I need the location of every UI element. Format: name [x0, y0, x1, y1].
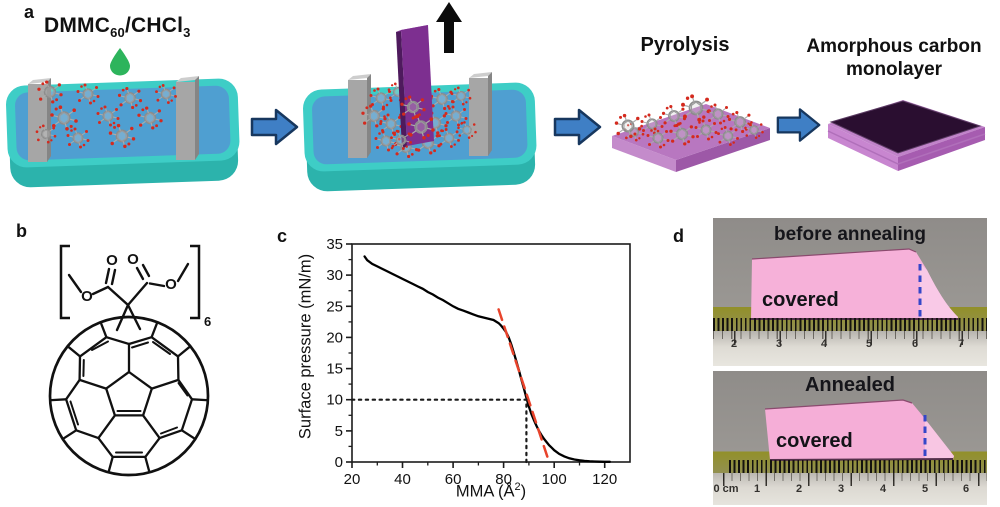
- substrate-with-molecules: [612, 93, 770, 172]
- svg-text:5: 5: [335, 423, 343, 440]
- ruler-number: 6: [962, 483, 970, 495]
- langmuir-trough-spread: [6, 76, 240, 188]
- film-photo-graphics: [764, 399, 954, 461]
- svg-text:15: 15: [326, 361, 343, 378]
- ruler-number: 1: [753, 483, 761, 495]
- isotherm-chart: 20 40 60 80 100 120 0 5 10 15 20 25 30 35: [326, 236, 631, 488]
- ruler-number: 2: [730, 338, 738, 350]
- amorphous-carbon-label: Amorphous carbon monolayer: [790, 36, 998, 82]
- ruler-number: 7: [957, 338, 965, 350]
- repeat-brackets: [59, 244, 201, 320]
- photo-bottom-title: Annealed: [804, 374, 896, 396]
- solution-label-sub1: 60: [110, 25, 125, 41]
- solution-label: DMMC60/CHCl3: [44, 14, 191, 40]
- barrier-right: [176, 76, 199, 160]
- photo-annealed: Annealed covered 0 cm 1 2 3 4 5 6: [713, 371, 987, 505]
- lift-arrow-icon: [436, 2, 462, 53]
- substrate-plate: [396, 25, 434, 149]
- ruler-number: 3: [837, 483, 845, 495]
- amorphous-carbon-label-line2: monolayer: [845, 58, 943, 80]
- amorphous-carbon-slab: [827, 100, 986, 171]
- fullerene-cage: [48, 315, 210, 477]
- barrier-right: [469, 72, 492, 156]
- pyrolysis-label: Pyrolysis: [640, 34, 730, 56]
- photo-before-annealing: before annealing covered 2 3 4 5 6 7: [713, 218, 987, 366]
- dmmc60-structure: 6 O O O O: [48, 244, 211, 477]
- covered-label: covered: [776, 430, 853, 452]
- ruler-number: 2: [795, 483, 803, 495]
- svg-text:25: 25: [326, 298, 343, 315]
- panel-c-label: c: [277, 226, 288, 246]
- panel-a-label: a: [24, 2, 35, 22]
- svg-text:80: 80: [495, 471, 512, 488]
- svg-text:30: 30: [326, 267, 343, 284]
- carbonyl-o-right: O: [127, 251, 139, 268]
- langmuir-trough-dipping: [303, 2, 537, 192]
- ruler-number: 0 cm: [713, 483, 739, 495]
- x-axis-label-post: ): [520, 482, 527, 501]
- solution-label-sub2: 3: [183, 25, 191, 41]
- ruler-number: 4: [879, 483, 887, 495]
- carbonyl-o-left: O: [106, 252, 118, 269]
- malonate-bonds: [67, 262, 190, 332]
- droplet-icon: [110, 48, 130, 76]
- pink-film: [751, 249, 958, 319]
- ester-o-left: O: [81, 288, 93, 305]
- ruler-number: 6: [911, 338, 919, 350]
- ruler-face: [713, 473, 987, 505]
- ruler-number: 3: [775, 338, 783, 350]
- svg-text:20: 20: [344, 471, 361, 488]
- ruler-number: 4: [820, 338, 828, 350]
- svg-text:10: 10: [326, 392, 343, 409]
- svg-text:0: 0: [335, 454, 343, 471]
- pink-film: [765, 400, 954, 460]
- barrier-left: [348, 74, 371, 158]
- panel-d-label: d: [673, 226, 684, 246]
- svg-text:120: 120: [592, 471, 617, 488]
- double-bond-ticks: [69, 340, 189, 454]
- photo-top-title: before annealing: [773, 224, 927, 245]
- x-axis-label: MMA (Å2): [411, 481, 571, 502]
- y-axis-label: Surface pressure (mN/m): [296, 253, 315, 440]
- amorphous-carbon-label-line1: Amorphous carbon: [806, 36, 982, 57]
- ruler-number: 5: [865, 338, 873, 350]
- ruler-face: [713, 331, 987, 366]
- svg-text:40: 40: [394, 471, 411, 488]
- bracket-subscript: 6: [204, 314, 211, 329]
- ruler-mm-comb: [729, 460, 987, 473]
- arrow-right-icon: [553, 108, 602, 146]
- ruler-mm-comb: [713, 318, 987, 331]
- uncovered-region: [925, 419, 954, 459]
- svg-text:100: 100: [542, 471, 567, 488]
- arrow-right-icon: [250, 108, 299, 146]
- ester-o-right: O: [165, 276, 177, 293]
- svg-text:35: 35: [326, 236, 343, 253]
- solution-label-mid: /CHCl: [125, 14, 184, 37]
- covered-label: covered: [762, 289, 839, 311]
- arrow-right-icon: [776, 108, 821, 142]
- x-axis-label-pre: MMA (Å: [455, 482, 515, 501]
- svg-text:60: 60: [445, 471, 462, 488]
- x-axis-label-sup: 2: [514, 481, 521, 493]
- uncovered-region: [920, 263, 958, 319]
- solution-label-pre: DMMC: [44, 14, 111, 37]
- panel-b-label: b: [16, 221, 27, 241]
- ruler-number: 5: [921, 483, 929, 495]
- svg-text:20: 20: [326, 329, 343, 346]
